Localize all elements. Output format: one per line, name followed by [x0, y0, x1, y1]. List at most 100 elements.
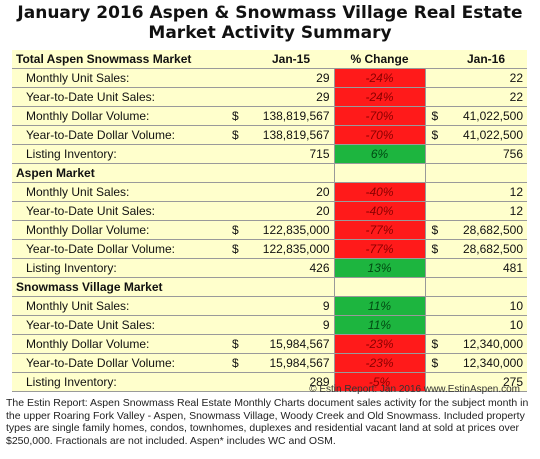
currency-symbol: $	[425, 220, 445, 240]
title-line-2: Market Activity Summary	[148, 23, 392, 43]
spacer-cell	[333, 277, 426, 297]
spacer-cell	[425, 277, 527, 297]
footer-note: The Estin Report: Aspen Snowmass Real Es…	[6, 397, 529, 447]
value-jan15: 20	[248, 201, 334, 221]
table-row: Monthly Dollar Volume: $138,819,567 -70% $4…	[12, 106, 527, 126]
header-change: % Change	[334, 50, 425, 69]
change-cell: -5%	[333, 372, 426, 392]
table-row: Year-to-Date Unit Sales: 9 11% 10	[12, 315, 527, 335]
market-summary-table: Total Aspen Snowmass Market Jan-15% Chang…	[12, 50, 527, 392]
change-cell: -70%	[333, 125, 426, 145]
value-jan16: 481	[445, 258, 527, 278]
table-row: Year-to-Date Dollar Volume: $122,835,000-…	[12, 239, 527, 259]
section-name: Snowmass Village Market	[12, 277, 334, 297]
value-jan15: 122,835,000	[248, 220, 334, 240]
row-label: Listing Inventory:	[12, 144, 226, 164]
spacer-cell	[226, 182, 248, 202]
value-jan16: 41,022,500	[445, 125, 527, 145]
change-cell: -24%	[333, 87, 426, 107]
header-jan16: Jan-16	[445, 50, 527, 69]
value-jan16: 12	[445, 201, 527, 221]
section-name: Aspen Market	[12, 163, 334, 183]
copyright-text: © Estin Report: Jan 2016 www.EstinAspen.…	[309, 384, 520, 395]
currency-symbol: $	[425, 334, 445, 354]
value-jan15: 15,984,567	[248, 353, 334, 373]
spacer-cell	[425, 144, 445, 164]
table-body: Total Aspen Snowmass Market Jan-15% Chang…	[12, 50, 527, 392]
currency-symbol: $	[425, 239, 445, 259]
spacer-cell	[226, 315, 248, 335]
value-jan15: 138,819,567	[248, 125, 334, 145]
spacer-cell	[226, 50, 248, 69]
row-label: Monthly Unit Sales:	[12, 182, 226, 202]
value-jan15: 289	[248, 372, 334, 392]
spacer-cell	[425, 258, 445, 278]
currency-symbol: $	[425, 353, 445, 373]
value-jan16: 10	[445, 315, 527, 335]
value-jan16: 12,340,000	[445, 334, 527, 354]
row-label: Year-to-Date Unit Sales:	[12, 201, 226, 221]
currency-symbol: $	[226, 106, 248, 126]
section-name: Total Aspen Snowmass Market	[12, 50, 226, 69]
value-jan15: 426	[248, 258, 334, 278]
value-jan15: 29	[248, 68, 334, 88]
value-jan15: 15,984,567	[248, 334, 334, 354]
table-row: Monthly Unit Sales: 9 11% 10	[12, 296, 527, 316]
table-row: Monthly Unit Sales: 20 -40% 12	[12, 182, 527, 202]
value-jan15: 122,835,000	[248, 239, 334, 259]
page-title: January 2016 Aspen & Snowmass Village Re…	[0, 3, 540, 43]
header-jan15: Jan-15	[248, 50, 334, 69]
value-jan15: 9	[248, 296, 334, 316]
change-cell: 11%	[333, 296, 426, 316]
spacer-cell	[226, 201, 248, 221]
row-label: Year-to-Date Unit Sales:	[12, 87, 226, 107]
change-cell: 13%	[333, 258, 426, 278]
section-header-row: Aspen Market	[12, 163, 527, 183]
currency-symbol: $	[226, 334, 248, 354]
currency-symbol: $	[425, 125, 445, 145]
row-label: Monthly Unit Sales:	[12, 296, 226, 316]
value-jan16: 275	[445, 372, 527, 392]
row-label: Monthly Dollar Volume:	[12, 106, 226, 126]
value-jan16: 756	[445, 144, 527, 164]
change-cell: 6%	[333, 144, 426, 164]
table-row: Year-to-Date Dollar Volume: $138,819,567-…	[12, 125, 527, 145]
value-jan15: 29	[248, 87, 334, 107]
value-jan16: 28,682,500	[445, 220, 527, 240]
currency-symbol: $	[226, 220, 248, 240]
value-jan15: 138,819,567	[248, 106, 334, 126]
spacer-cell	[333, 163, 426, 183]
spacer-cell	[425, 68, 445, 88]
spacer-cell	[425, 372, 445, 392]
table-row: Monthly Dollar Volume: $122,835,000 -77% $2…	[12, 220, 527, 240]
table-row: Year-to-Date Dollar Volume: $15,984,567 -2…	[12, 353, 527, 373]
change-cell: -77%	[333, 239, 426, 259]
value-jan16: 12	[445, 182, 527, 202]
value-jan15: 20	[248, 182, 334, 202]
row-label: Year-to-Date Dollar Volume:	[12, 125, 226, 145]
table-row: Listing Inventory: 715 6% 756	[12, 144, 527, 164]
row-label: Year-to-Date Unit Sales:	[12, 315, 226, 335]
table-row: Listing Inventory: 289 -5% 275	[12, 372, 527, 392]
change-cell: -24%	[333, 68, 426, 88]
currency-symbol: $	[425, 106, 445, 126]
title-line-1: January 2016 Aspen & Snowmass Village Re…	[17, 3, 523, 23]
change-cell: -77%	[333, 220, 426, 240]
spacer-cell	[425, 87, 445, 107]
spacer-cell	[226, 144, 248, 164]
spacer-cell	[425, 182, 445, 202]
value-jan15: 715	[248, 144, 334, 164]
table-row: Listing Inventory: 426 13% 481	[12, 258, 527, 278]
spacer-cell	[226, 372, 248, 392]
row-label: Monthly Unit Sales:	[12, 68, 226, 88]
row-label: Monthly Dollar Volume:	[12, 220, 226, 240]
spacer-cell	[226, 296, 248, 316]
change-cell: -40%	[333, 201, 426, 221]
change-cell: -23%	[333, 334, 426, 354]
section-header-row: Total Aspen Snowmass Market Jan-15% Chang…	[12, 50, 527, 69]
change-cell: -40%	[333, 182, 426, 202]
spacer-cell	[226, 87, 248, 107]
spacer-cell	[425, 201, 445, 221]
table-row: Year-to-Date Unit Sales: 29 -24% 22	[12, 87, 527, 107]
spacer-cell	[425, 315, 445, 335]
